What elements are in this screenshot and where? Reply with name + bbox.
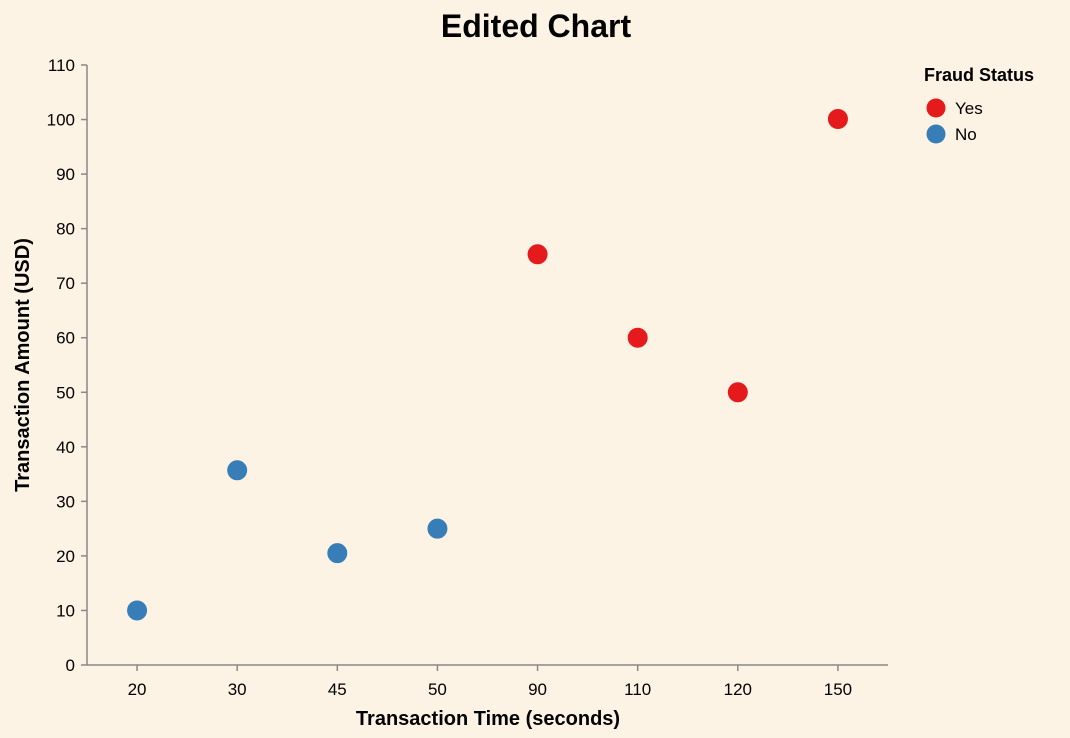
legend-label: No (955, 125, 977, 144)
x-tick-label: 150 (824, 680, 852, 699)
data-point (127, 600, 148, 621)
data-point (727, 382, 748, 403)
y-tick-label: 100 (47, 111, 75, 130)
y-tick-label: 30 (56, 492, 75, 511)
y-tick-label: 60 (56, 329, 75, 348)
x-tick-label: 30 (228, 680, 247, 699)
chart-title: Edited Chart (441, 8, 632, 44)
data-point (627, 327, 648, 348)
x-tick-label: 90 (528, 680, 547, 699)
y-tick-label: 90 (56, 165, 75, 184)
data-point (827, 109, 848, 129)
x-tick-label: 45 (328, 680, 347, 699)
data-point (227, 460, 248, 481)
y-axis-title: Transaction Amount (USD) (12, 238, 34, 492)
x-axis-title: Transaction Time (seconds) (356, 708, 620, 730)
legend-swatch (926, 98, 946, 118)
x-tick-label: 50 (428, 680, 447, 699)
x-tick-label: 120 (724, 680, 752, 699)
legend-swatch (926, 124, 946, 144)
plot-area: 0 10 20 30 40 50 60 70 80 90 100 110 20 30 45 50 90 110 12… (47, 56, 888, 699)
data-point (327, 543, 348, 564)
y-tick-label: 70 (56, 274, 75, 293)
y-tick-label: 10 (56, 601, 75, 620)
y-tick-label: 80 (56, 220, 75, 239)
y-tick-label: 50 (56, 383, 75, 402)
y-tick-label: 40 (56, 438, 75, 457)
data-point (427, 518, 448, 539)
legend-label: Yes (955, 99, 983, 118)
y-tick-label: 110 (48, 56, 75, 75)
x-tick-label: 20 (128, 680, 147, 699)
y-tick-label: 20 (56, 547, 75, 566)
legend-title: Fraud Status (924, 65, 1034, 85)
data-point (527, 244, 548, 265)
x-tick-label: 110 (624, 680, 651, 699)
y-tick-label: 0 (66, 656, 75, 675)
legend: Fraud Status Yes No (924, 65, 1034, 144)
